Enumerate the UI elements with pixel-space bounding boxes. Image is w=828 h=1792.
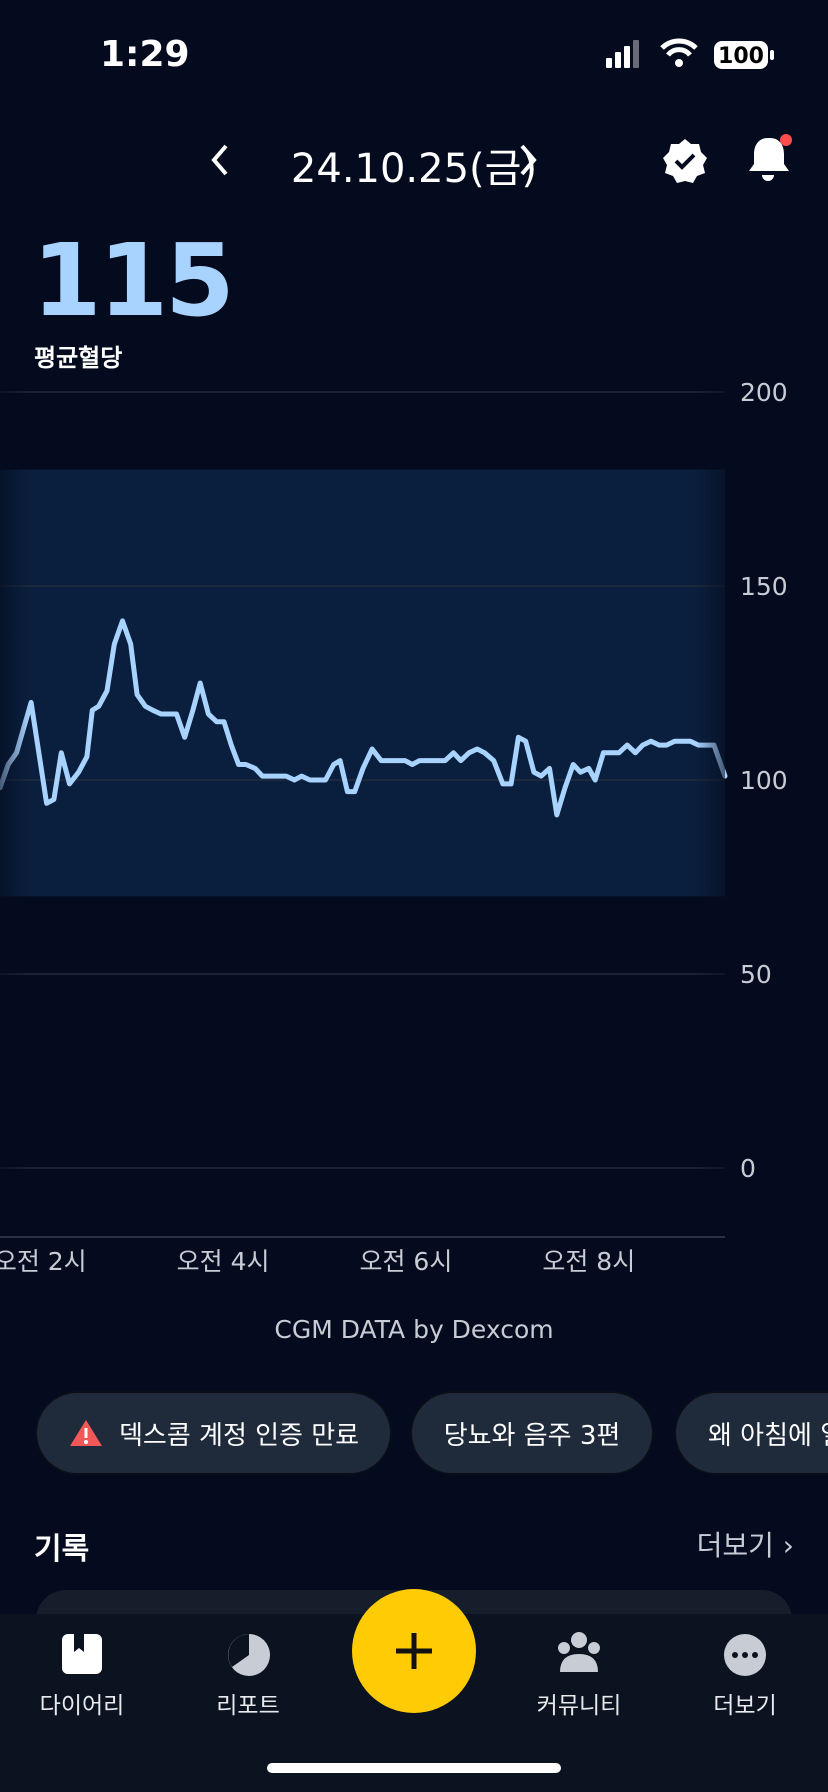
date[interactable]: 24.10.25(금): [290, 146, 538, 192]
nav-icon[interactable]: [722, 1632, 768, 1678]
edge-fade: [0, 382, 725, 1178]
y-tick-label: 0: [740, 1154, 756, 1183]
chip-row: 덱스콤 계정 인증 만료 당뇨와 음주 3편 왜 아침에 일: [0, 1391, 828, 1479]
x-tick-label: 오전 6시: [359, 1247, 452, 1276]
average-label: 평균혈당: [34, 344, 123, 372]
nav-icon[interactable]: [60, 1632, 104, 1676]
nav-label[interactable]: 더보기: [713, 1693, 777, 1719]
chip-label: 덱스콤 계정 인증 만료: [119, 1420, 360, 1451]
x-tick-label: 오전 4시: [177, 1247, 270, 1276]
x-tick-label: 오전 8시: [542, 1247, 635, 1276]
chip[interactable]: 덱스콤 계정 인증 만료: [35, 1391, 392, 1475]
status-icons: 100: [606, 38, 774, 69]
nav-label[interactable]: 다이어리: [39, 1693, 125, 1719]
records-title: 기록: [34, 1532, 90, 1567]
nav-label[interactable]: 커뮤니티: [536, 1693, 622, 1719]
battery-level: 100: [718, 44, 764, 69]
records-more-label: 더보기: [696, 1529, 774, 1562]
status-time: 1:29: [100, 34, 190, 75]
nav-icon[interactable]: [556, 1630, 602, 1676]
nav-label[interactable]: 리포트: [216, 1693, 280, 1719]
chip[interactable]: 당뇨와 음주 3편: [410, 1391, 654, 1475]
y-tick-label: 50: [740, 960, 772, 989]
y-tick-label: 150: [740, 572, 788, 601]
chart: CGM DATA by Dexcom 200 150 100 50 0 오전 2시 오전 4…: [0, 378, 788, 1344]
home-indicator: [267, 1763, 561, 1773]
chip-label: 당뇨와 음주 3편: [443, 1420, 621, 1451]
next-day[interactable]: [508, 140, 548, 180]
y-tick-label: 100: [740, 766, 788, 795]
chip-label: 왜 아침에 일: [708, 1420, 828, 1451]
warning-icon: [70, 1420, 102, 1446]
plus-icon: [396, 1633, 432, 1669]
y-tick-label: 200: [740, 378, 788, 407]
chart-source: CGM DATA by Dexcom: [274, 1315, 553, 1344]
verified-icon[interactable]: [660, 136, 710, 186]
prev-day[interactable]: [200, 140, 240, 180]
notification-icon[interactable]: [744, 132, 796, 186]
average-glucose: 115: [32, 222, 235, 339]
add-button[interactable]: [352, 1589, 476, 1713]
records-more[interactable]: 더보기 ›: [696, 1529, 794, 1562]
chip[interactable]: 왜 아침에 일: [674, 1391, 828, 1475]
x-tick-label: 오전 2시: [0, 1247, 87, 1276]
nav-icon[interactable]: [226, 1632, 272, 1678]
